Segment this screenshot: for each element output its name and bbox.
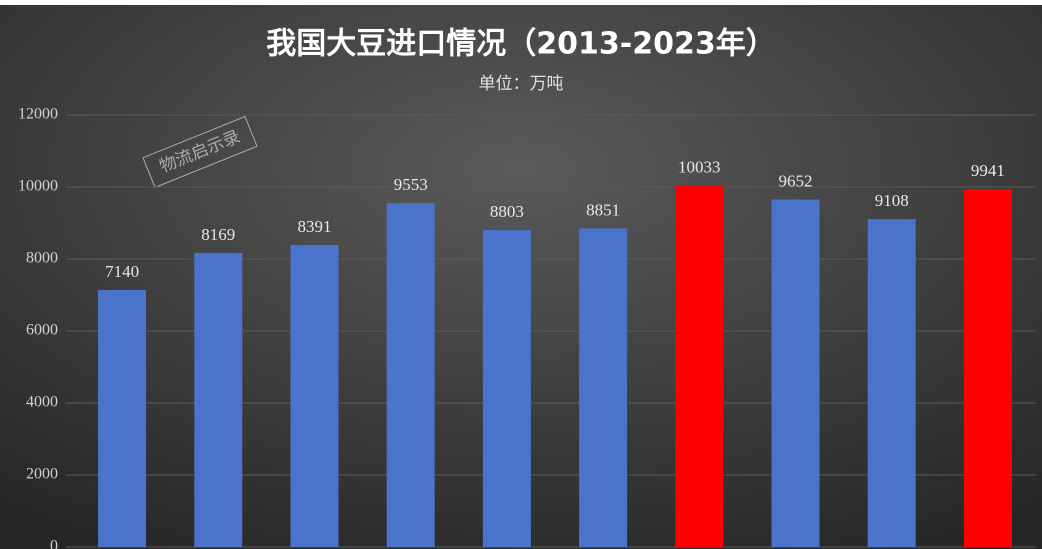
bar — [386, 203, 435, 548]
bar — [771, 199, 820, 547]
value-label: 9553 — [394, 175, 428, 194]
value-label: 9652 — [779, 171, 813, 190]
y-tick-label: 12000 — [18, 106, 58, 123]
y-tick-label: 2000 — [26, 466, 58, 483]
bar — [963, 189, 1012, 547]
chart-title: 我国大豆进口情况（2013-2023年） — [266, 27, 775, 62]
bar — [675, 185, 724, 547]
y-tick-label: 10000 — [18, 178, 58, 195]
bar — [482, 230, 531, 548]
value-label: 7140 — [105, 262, 139, 281]
value-label: 8803 — [490, 202, 524, 221]
watermark-box — [142, 115, 258, 189]
y-tick-label: 8000 — [26, 250, 58, 267]
bar — [290, 244, 339, 547]
bar — [579, 228, 628, 547]
value-label: 10033 — [678, 158, 721, 177]
chart-subtitle: 单位：万吨 — [479, 74, 564, 94]
y-tick-label: 0 — [50, 538, 58, 549]
value-label: 9941 — [971, 161, 1005, 180]
bar — [867, 219, 916, 547]
bar — [98, 289, 147, 547]
value-label: 9108 — [875, 191, 909, 210]
value-label: 8169 — [201, 225, 235, 244]
y-tick-label: 4000 — [26, 394, 58, 411]
value-label: 8851 — [586, 200, 620, 219]
y-tick-label: 6000 — [26, 322, 58, 339]
bar — [194, 252, 243, 547]
value-label: 8391 — [298, 217, 332, 236]
